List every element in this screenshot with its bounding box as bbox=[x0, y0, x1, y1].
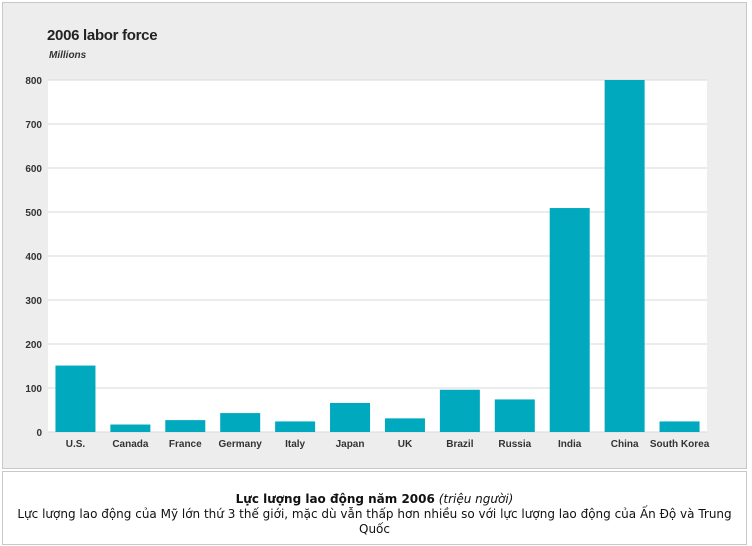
y-tick-label: 300 bbox=[25, 296, 42, 307]
x-tick-label: Italy bbox=[285, 439, 305, 450]
bar bbox=[275, 421, 316, 432]
y-tick-label: 200 bbox=[25, 340, 42, 351]
y-tick-label: 800 bbox=[25, 76, 42, 87]
bar-chart: 0 100 200 300 400 500 600 700 800 U.S. Canada Franc… bbox=[25, 76, 710, 450]
caption-title: Lực lượng lao động năm 2006 bbox=[235, 492, 435, 506]
bar bbox=[494, 399, 535, 432]
x-tick-label: South Korea bbox=[650, 439, 710, 450]
bar bbox=[659, 421, 700, 432]
x-tick-label: France bbox=[169, 439, 202, 450]
x-tick-label: U.S. bbox=[66, 439, 86, 450]
x-tick-label: Germany bbox=[219, 439, 263, 450]
caption-title-note: (triệu người) bbox=[438, 492, 514, 506]
bar bbox=[549, 208, 590, 432]
figure-caption: Lực lượng lao động năm 2006 (triệu người… bbox=[2, 471, 747, 545]
caption-body: Lực lượng lao động của Mỹ lớn thứ 3 thế … bbox=[17, 507, 732, 536]
x-tick-label: Brazil bbox=[446, 439, 473, 450]
chart-subtitle: Millions bbox=[49, 50, 87, 61]
x-tick-label: Canada bbox=[112, 439, 149, 450]
caption-title-line: Lực lượng lao động năm 2006 (triệu người… bbox=[3, 491, 746, 507]
x-tick-label: UK bbox=[398, 439, 413, 450]
bar bbox=[110, 424, 151, 432]
bar bbox=[220, 413, 261, 432]
bar bbox=[330, 402, 371, 432]
bar bbox=[604, 80, 645, 432]
y-tick-label: 0 bbox=[36, 428, 42, 439]
y-tick-label: 600 bbox=[25, 164, 42, 175]
y-tick-label: 400 bbox=[25, 252, 42, 263]
bar bbox=[439, 389, 480, 432]
bar bbox=[55, 365, 96, 432]
y-tick-label: 100 bbox=[25, 384, 42, 395]
x-tick-label: China bbox=[611, 439, 639, 450]
y-tick-label: 700 bbox=[25, 120, 42, 131]
bar bbox=[165, 420, 206, 432]
chart-title: 2006 labor force bbox=[47, 27, 158, 44]
bar bbox=[384, 418, 425, 432]
y-tick-label: 500 bbox=[25, 208, 42, 219]
x-tick-label: Japan bbox=[336, 439, 365, 450]
x-tick-label: Russia bbox=[498, 439, 531, 450]
x-tick-label: India bbox=[558, 439, 582, 450]
